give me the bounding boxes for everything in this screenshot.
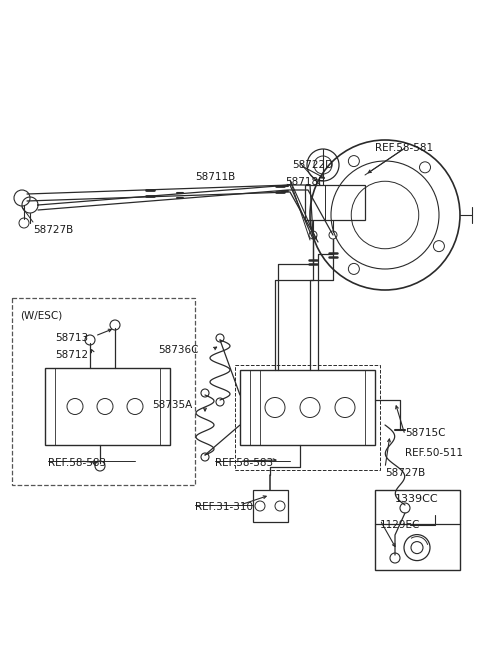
Text: 58722D: 58722D: [292, 160, 333, 170]
Bar: [375, 490, 460, 570]
Text: 58736C: 58736C: [158, 345, 199, 355]
Text: 58713: 58713: [55, 333, 88, 343]
Text: 58712: 58712: [55, 350, 88, 360]
Bar: [253, 490, 288, 522]
Text: 1339CC: 1339CC: [395, 494, 439, 504]
Text: 58718F: 58718F: [285, 177, 324, 187]
Text: 58715C: 58715C: [405, 428, 445, 438]
Text: 58735A: 58735A: [152, 400, 192, 410]
Text: REF.58-583: REF.58-583: [48, 458, 106, 468]
Text: (W/ESC): (W/ESC): [20, 310, 62, 320]
Text: 58711B: 58711B: [195, 172, 235, 182]
Text: 1129EC: 1129EC: [380, 520, 420, 530]
Bar: [235, 365, 380, 470]
Text: REF.58-583: REF.58-583: [215, 458, 273, 468]
Text: REF.31-310: REF.31-310: [195, 502, 253, 512]
Bar: [305, 185, 365, 220]
Text: REF.50-511: REF.50-511: [405, 448, 463, 458]
Bar: [12, 298, 195, 485]
Text: 58727B: 58727B: [385, 468, 425, 478]
Text: 58727B: 58727B: [33, 225, 73, 235]
Bar: [45, 368, 170, 445]
Bar: [240, 370, 375, 445]
Text: REF.58-581: REF.58-581: [375, 143, 433, 153]
